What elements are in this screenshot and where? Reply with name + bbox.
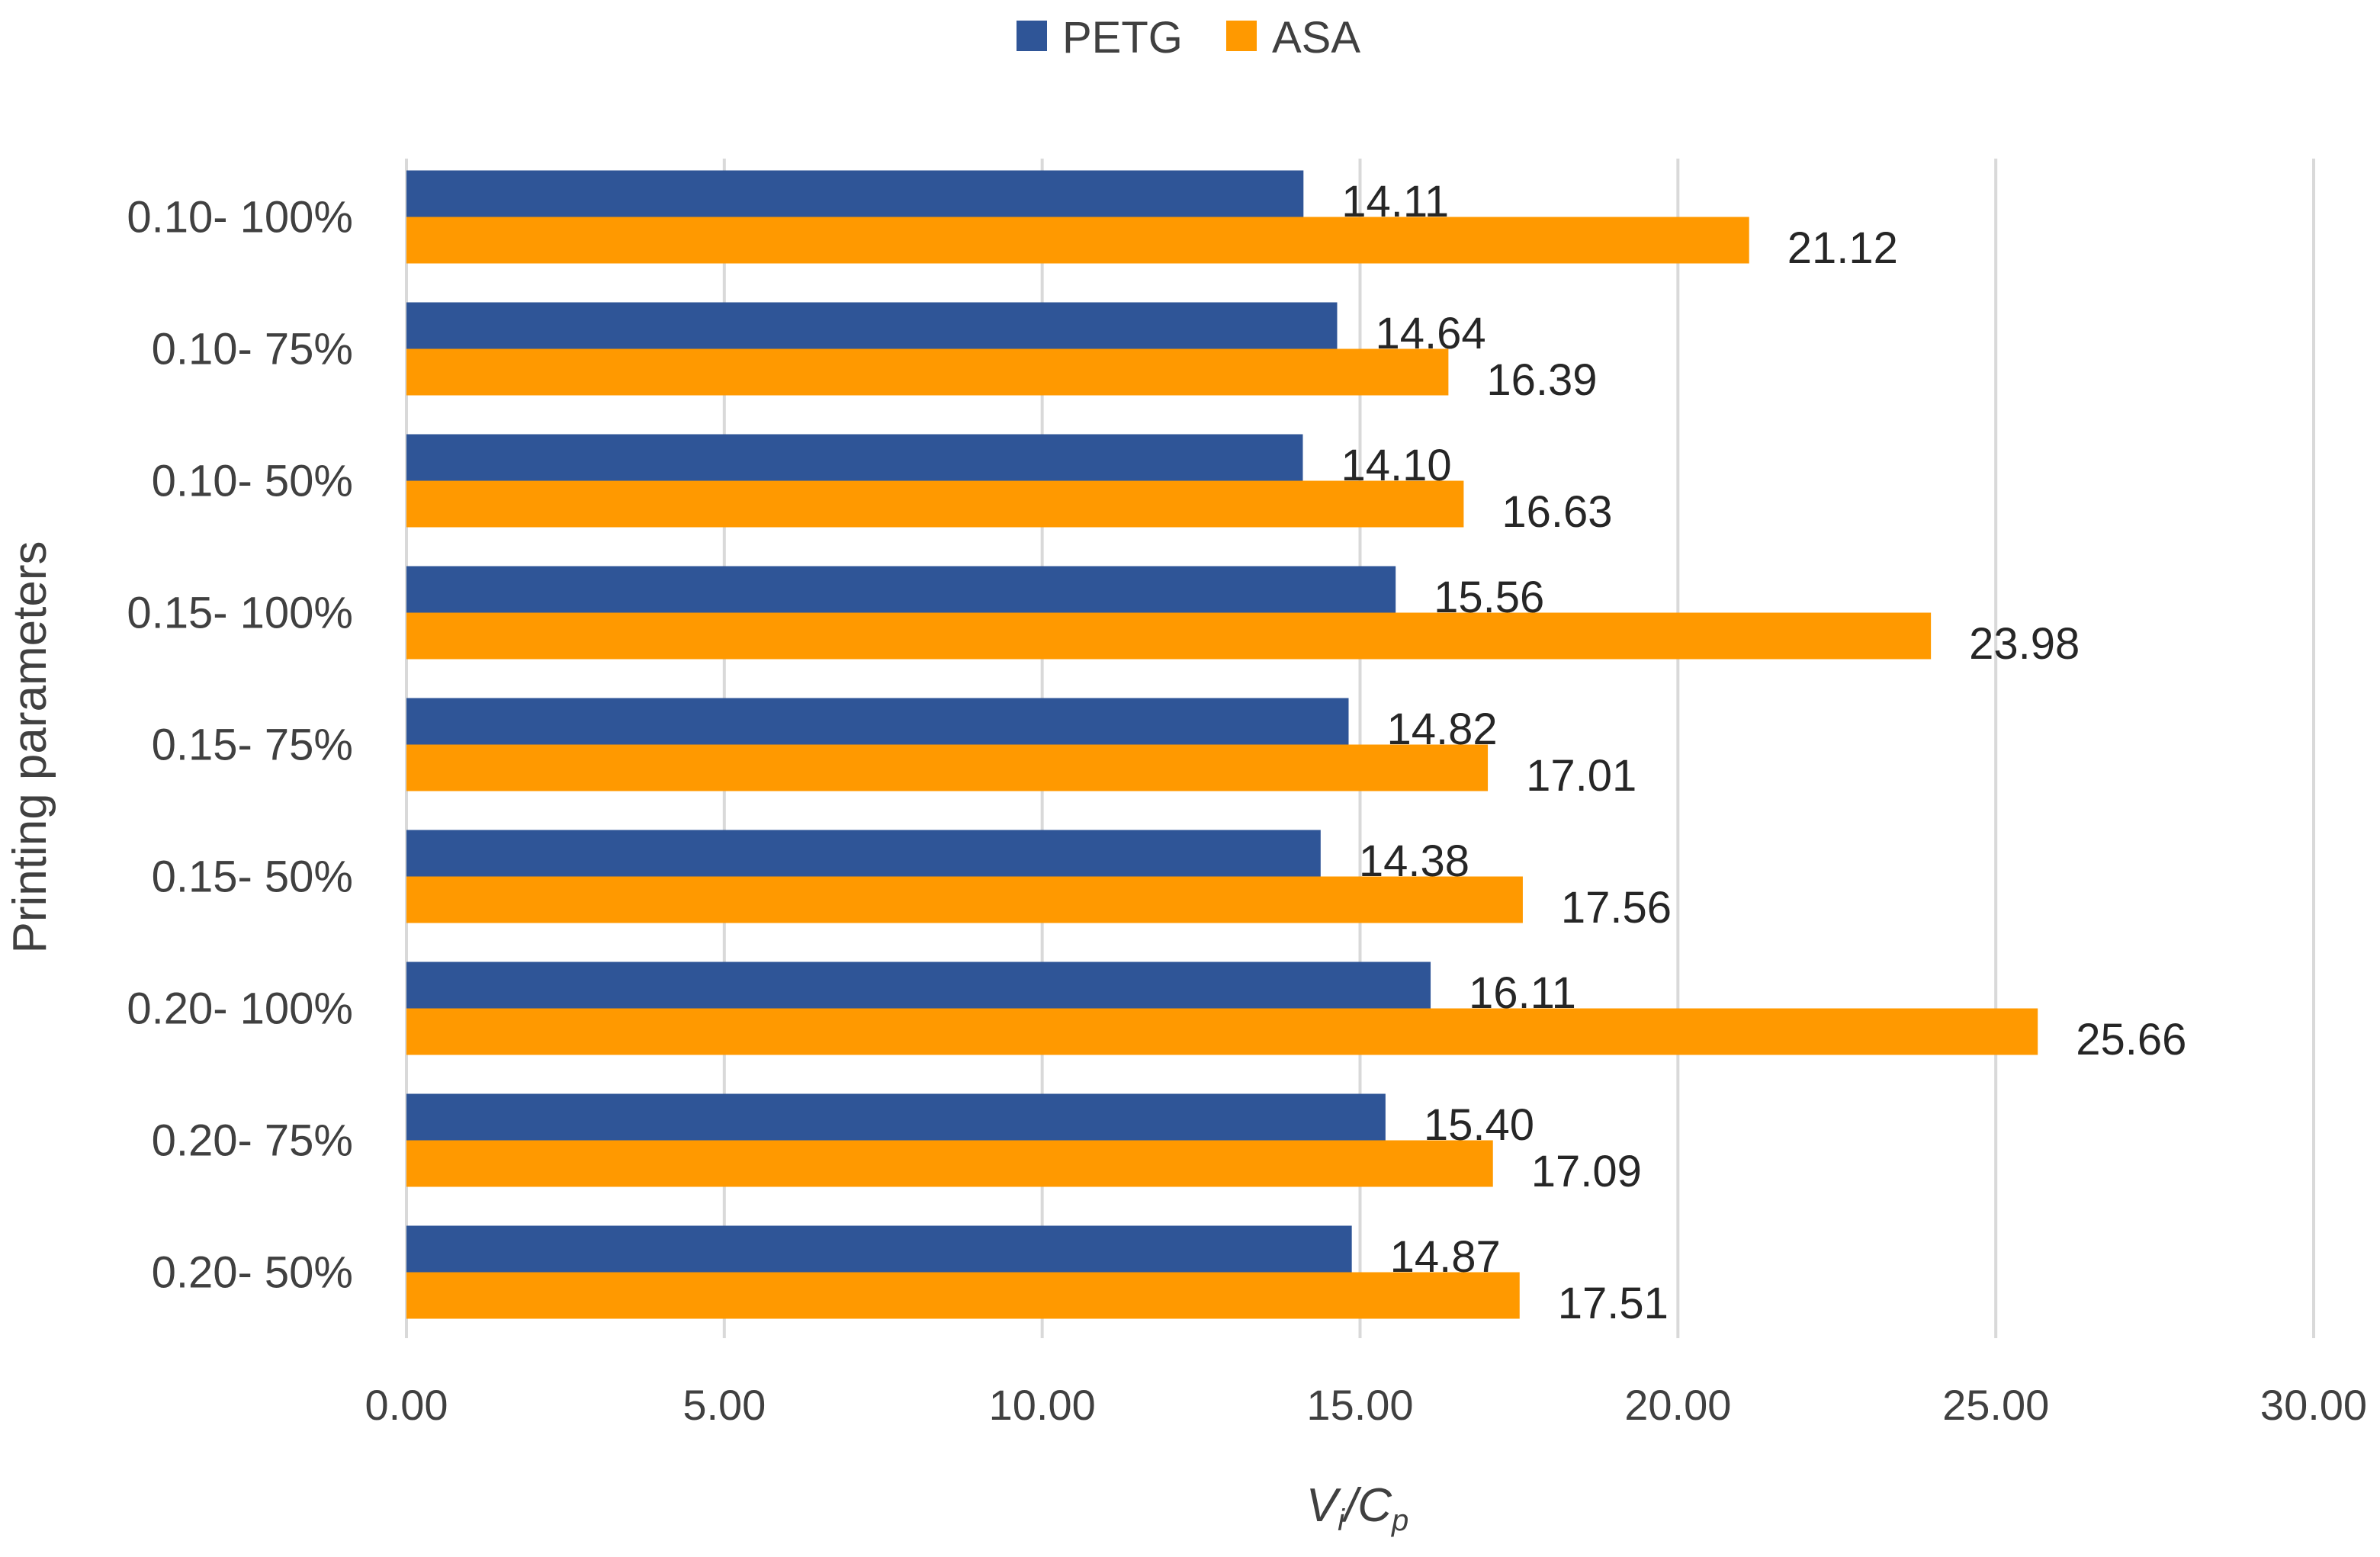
bar-petg xyxy=(406,830,1321,877)
category-label: 0.10- 75% xyxy=(152,325,353,374)
legend-swatch-petg xyxy=(1017,21,1047,51)
data-label-asa: 17.01 xyxy=(1526,751,1636,801)
legend-swatch-asa xyxy=(1226,21,1257,51)
category-label: 0.10- 50% xyxy=(152,457,353,506)
category-labels: 0.10- 100% 0.10- 75% 0.10- 50% 0.15- 100% 0.… xyxy=(127,193,353,1298)
bar-petg xyxy=(406,434,1303,481)
x-tick-label: 0.00 xyxy=(365,1381,448,1429)
bars xyxy=(406,170,2038,1319)
bar-asa xyxy=(406,876,1523,923)
bar-asa xyxy=(406,217,1749,264)
data-label-petg: 14.82 xyxy=(1386,705,1497,754)
data-label-asa: 23.98 xyxy=(1969,619,2080,669)
category-label: 0.10- 100% xyxy=(127,193,353,242)
y-axis-title: Printing parameters xyxy=(4,541,56,953)
data-label-asa: 17.56 xyxy=(1561,883,1672,933)
data-label-petg: 14.38 xyxy=(1359,836,1469,886)
data-label-petg: 14.64 xyxy=(1375,309,1485,358)
bar-petg xyxy=(406,170,1304,217)
bar-asa xyxy=(406,480,1464,528)
category-label: 0.15- 75% xyxy=(152,721,353,770)
bar-petg xyxy=(406,566,1396,613)
category-label: 0.15- 50% xyxy=(152,852,353,902)
x-tick-label: 10.00 xyxy=(989,1381,1096,1429)
data-label-asa: 21.12 xyxy=(1787,223,1898,273)
bar-asa xyxy=(406,348,1449,396)
bar-asa xyxy=(406,612,1932,660)
category-label: 0.20- 100% xyxy=(127,984,353,1034)
data-label-petg: 14.87 xyxy=(1390,1232,1501,1282)
data-label-petg: 15.40 xyxy=(1424,1100,1534,1150)
x-tick-labels: 0.00 5.00 10.00 15.00 20.00 25.00 30.00 xyxy=(365,1381,2368,1429)
category-label: 0.15- 100% xyxy=(127,589,353,638)
data-label-petg: 14.11 xyxy=(1341,177,1449,226)
bar-petg xyxy=(406,1093,1386,1141)
bar-asa xyxy=(406,1272,1520,1319)
data-label-petg: 16.11 xyxy=(1469,968,1576,1018)
x-tick-label: 15.00 xyxy=(1306,1381,1413,1429)
bar-petg xyxy=(406,302,1338,349)
bar-asa xyxy=(406,744,1489,791)
bar-petg xyxy=(406,698,1349,745)
bar-petg xyxy=(406,961,1431,1009)
x-tick-label: 20.00 xyxy=(1624,1381,1731,1429)
data-label-asa: 17.09 xyxy=(1531,1147,1642,1196)
legend-label-asa: ASA xyxy=(1272,13,1360,63)
bar-asa xyxy=(406,1140,1493,1187)
category-label: 0.20- 50% xyxy=(152,1248,353,1298)
x-tick-label: 5.00 xyxy=(683,1381,766,1429)
data-label-petg: 15.56 xyxy=(1434,573,1544,622)
legend: PETG ASA xyxy=(1017,13,1360,63)
data-label-asa: 16.39 xyxy=(1486,355,1597,405)
data-label-asa: 16.63 xyxy=(1502,487,1612,537)
x-tick-label: 25.00 xyxy=(1942,1381,2049,1429)
data-label-petg: 14.10 xyxy=(1341,441,1451,490)
bar-asa xyxy=(406,1008,2038,1055)
x-tick-label: 30.00 xyxy=(2260,1381,2367,1429)
category-label: 0.20- 75% xyxy=(152,1116,353,1166)
legend-label-petg: PETG xyxy=(1062,13,1183,63)
x-axis-title: Vi/Cp xyxy=(1306,1479,1409,1537)
data-label-asa: 25.66 xyxy=(2076,1015,2186,1064)
bar-petg xyxy=(406,1225,1352,1273)
data-label-asa: 17.51 xyxy=(1558,1279,1669,1328)
